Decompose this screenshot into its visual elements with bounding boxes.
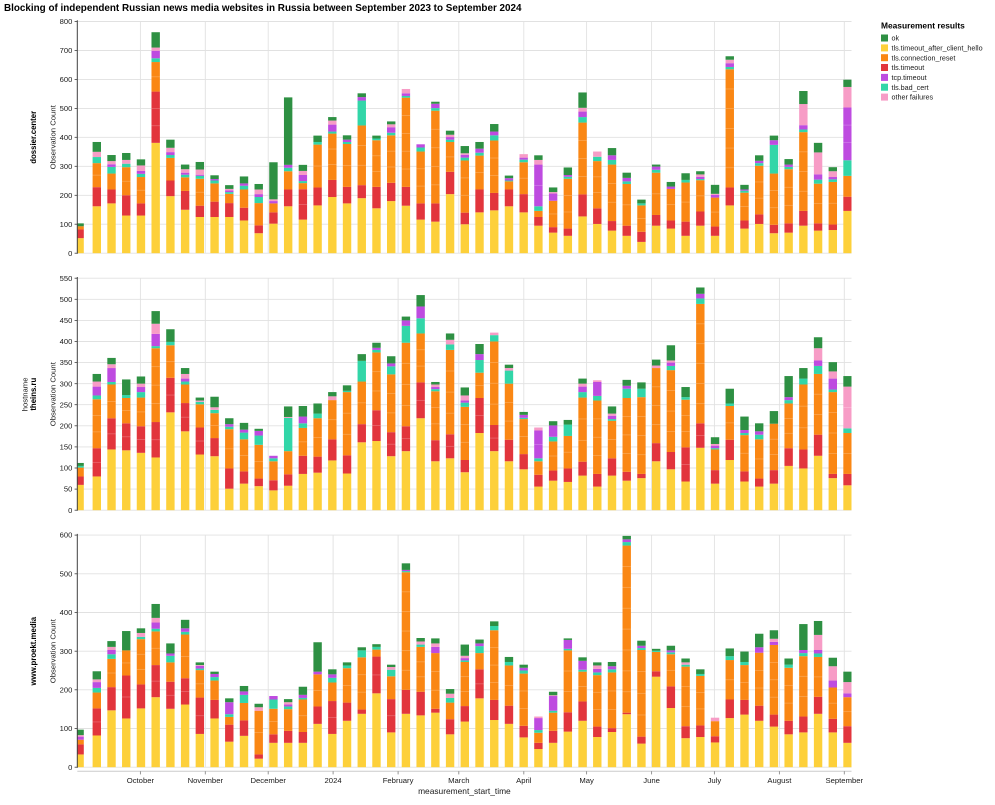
svg-text:0: 0	[68, 249, 72, 258]
svg-text:300: 300	[60, 162, 73, 171]
svg-text:tls.bad_cert: tls.bad_cert	[892, 83, 929, 92]
svg-text:0: 0	[68, 506, 72, 515]
svg-text:600: 600	[60, 531, 73, 540]
svg-text:www.proekt.media: www.proekt.media	[29, 616, 38, 686]
svg-text:200: 200	[60, 685, 73, 694]
svg-text:200: 200	[60, 191, 73, 200]
svg-text:150: 150	[60, 443, 73, 452]
svg-text:700: 700	[60, 46, 73, 55]
svg-text:July: July	[708, 776, 722, 785]
svg-text:hostname: hostname	[21, 378, 30, 412]
svg-text:December: December	[250, 776, 286, 785]
svg-text:400: 400	[60, 337, 73, 346]
svg-text:100: 100	[60, 724, 73, 733]
svg-text:300: 300	[60, 647, 73, 656]
svg-text:other failures: other failures	[892, 93, 934, 102]
svg-text:500: 500	[60, 569, 73, 578]
svg-text:250: 250	[60, 400, 73, 409]
svg-text:April: April	[516, 776, 532, 785]
svg-text:100: 100	[60, 220, 73, 229]
svg-text:tls.timeout: tls.timeout	[892, 63, 925, 72]
svg-text:March: March	[448, 776, 469, 785]
svg-text:Blocking of independent Russia: Blocking of independent Russian news med…	[4, 3, 522, 14]
svg-text:May: May	[579, 776, 594, 785]
svg-text:September: September	[825, 776, 863, 785]
svg-text:Observation Count: Observation Count	[49, 104, 58, 169]
svg-text:tls.connection_reset: tls.connection_reset	[892, 53, 956, 62]
svg-text:Measurement results: Measurement results	[881, 20, 965, 30]
svg-text:800: 800	[60, 17, 73, 26]
svg-text:50: 50	[64, 485, 72, 494]
svg-text:theins.ru: theins.ru	[29, 378, 38, 411]
svg-text:400: 400	[60, 608, 73, 617]
svg-text:October: October	[127, 776, 155, 785]
svg-text:100: 100	[60, 464, 73, 473]
svg-text:Observation Count: Observation Count	[49, 361, 58, 426]
svg-text:350: 350	[60, 358, 73, 367]
svg-text:200: 200	[60, 421, 73, 430]
svg-text:400: 400	[60, 133, 73, 142]
svg-text:2024: 2024	[325, 776, 343, 785]
svg-text:dossier.center: dossier.center	[29, 111, 38, 164]
svg-text:450: 450	[60, 316, 73, 325]
svg-text:550: 550	[60, 274, 73, 283]
svg-text:600: 600	[60, 75, 73, 84]
svg-text:0: 0	[68, 763, 72, 772]
svg-text:300: 300	[60, 379, 73, 388]
svg-text:August: August	[767, 776, 792, 785]
svg-text:November: November	[188, 776, 224, 785]
svg-text:tcp.timeout: tcp.timeout	[892, 73, 927, 82]
svg-text:measurement_start_time: measurement_start_time	[418, 786, 511, 796]
svg-text:February: February	[383, 776, 414, 785]
svg-text:ok: ok	[892, 34, 900, 43]
svg-text:June: June	[643, 776, 660, 785]
svg-text:tls.timeout_after_client_hello: tls.timeout_after_client_hello	[892, 44, 983, 53]
svg-text:500: 500	[60, 295, 73, 304]
svg-text:Observation Count: Observation Count	[49, 618, 58, 683]
svg-text:500: 500	[60, 104, 73, 113]
